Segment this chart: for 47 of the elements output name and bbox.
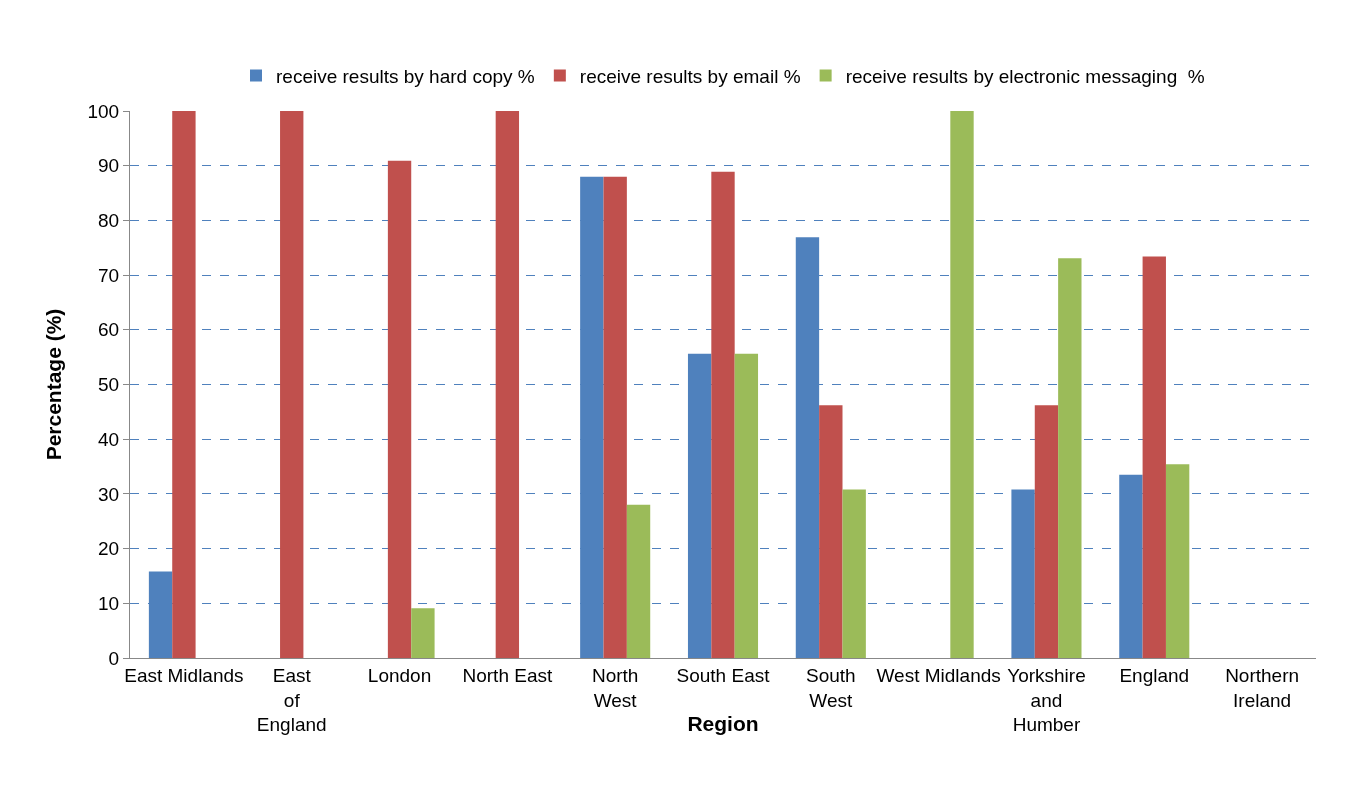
legend-label: receive results by email % <box>579 65 801 87</box>
y-tick-label: 90 <box>98 155 120 177</box>
bar <box>626 504 651 658</box>
y-axis-title: Percentage (%) <box>41 308 65 461</box>
y-tick-label: 10 <box>98 592 120 614</box>
legend-label: receive results by electronic messaging % <box>845 65 1205 87</box>
bar <box>1142 256 1166 658</box>
bar <box>819 405 843 658</box>
y-tick-label: 100 <box>87 100 120 122</box>
y-tick-label: 50 <box>98 374 120 396</box>
x-tick-label: East of England <box>256 664 327 736</box>
y-tick-label: 60 <box>98 319 120 341</box>
x-tick-label: Yorkshire and Humber <box>1007 664 1086 736</box>
x-tick-label: Northern Ireland <box>1225 664 1300 711</box>
bar <box>711 171 735 658</box>
x-tick-label: West Midlands <box>876 664 1001 686</box>
bar <box>580 176 604 658</box>
bar <box>1165 464 1190 658</box>
bar <box>1119 474 1143 658</box>
x-tick-label: London <box>367 664 432 686</box>
bar <box>842 489 866 658</box>
bar <box>411 608 435 658</box>
x-tick-label: North East <box>462 664 553 686</box>
y-tick-label: 70 <box>98 264 120 286</box>
x-tick-label: North West <box>591 664 639 711</box>
bar <box>687 353 712 658</box>
y-tick-label: 20 <box>98 538 120 560</box>
x-axis-title: Region <box>687 712 759 735</box>
bar <box>280 111 304 658</box>
y-tick-label: 0 <box>108 647 120 669</box>
bar <box>387 160 412 658</box>
bar <box>603 176 627 658</box>
y-tick-label: 80 <box>98 210 120 232</box>
x-tick-label: South West <box>805 664 856 711</box>
legend-label: receive results by hard copy % <box>276 65 535 87</box>
bar <box>495 111 520 658</box>
bar <box>1058 258 1082 658</box>
bar <box>734 353 759 658</box>
bar <box>950 111 974 658</box>
bar <box>172 111 196 658</box>
x-tick-label: East Midlands <box>124 664 244 686</box>
bar <box>1034 405 1059 658</box>
x-tick-label: England <box>1119 664 1190 686</box>
bar <box>1011 489 1035 658</box>
y-tick-label: 30 <box>98 483 120 505</box>
x-tick-label: South East <box>676 664 771 686</box>
y-tick-label: 40 <box>98 428 120 450</box>
